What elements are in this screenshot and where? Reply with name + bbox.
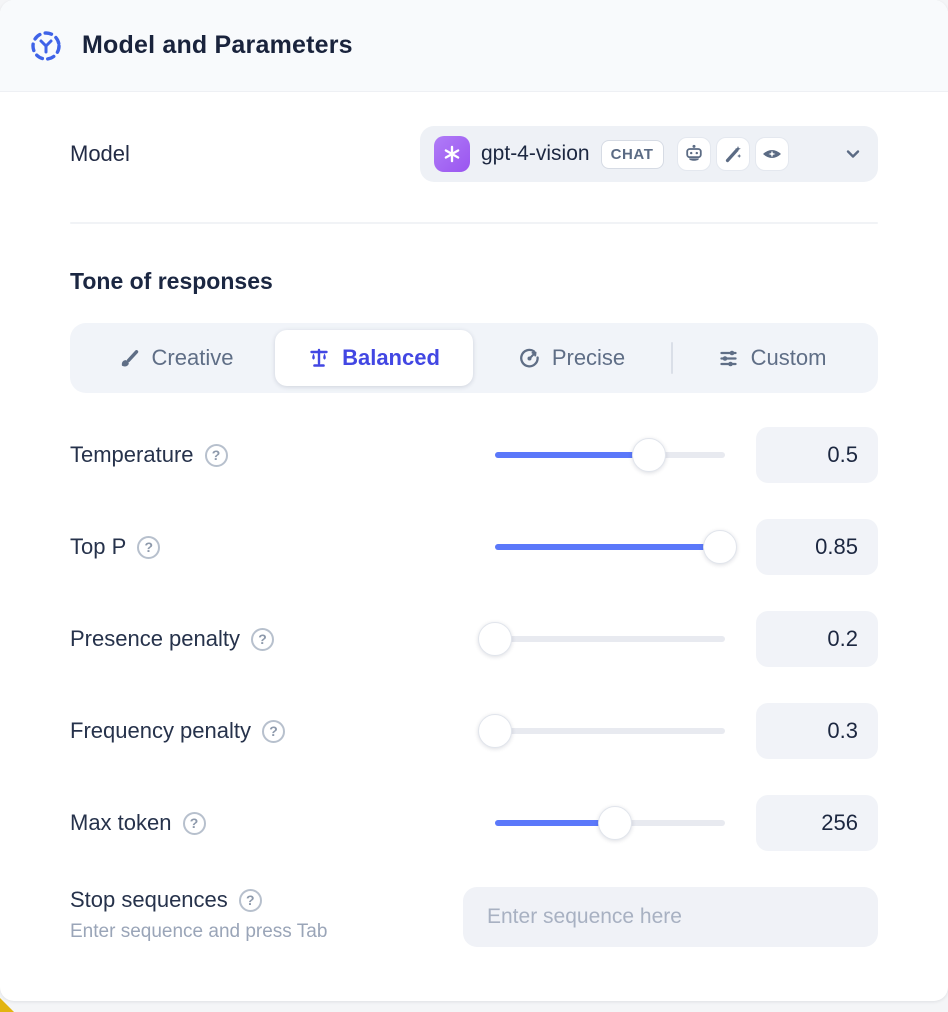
param-label: Presence penalty ?	[70, 626, 495, 652]
stop-sequence-input[interactable]	[463, 887, 878, 947]
tab-label: Custom	[750, 345, 827, 370]
stop-sequences-label: Stop sequences	[70, 887, 228, 912]
stop-sequences-helper: Enter sequence and press Tab	[70, 921, 328, 942]
openai-logo	[434, 136, 470, 172]
help-icon[interactable]: ?	[182, 811, 206, 835]
top-p-value[interactable]: 0.85	[756, 519, 878, 575]
tab-custom[interactable]: Custom	[673, 330, 871, 386]
sliders-icon	[718, 348, 739, 369]
param-row-max-token: Max token ? 256	[70, 795, 878, 851]
help-icon[interactable]: ?	[251, 627, 274, 651]
magic-wand-icon	[715, 137, 750, 171]
section-divider	[70, 222, 878, 224]
frequency-penalty-value[interactable]: 0.3	[756, 703, 878, 759]
model-row: Model gpt-4-vision CH	[70, 126, 878, 182]
tab-precise[interactable]: Precise	[473, 330, 671, 386]
slider-thumb[interactable]	[478, 714, 512, 748]
param-row-presence-penalty: Presence penalty ? 0.2	[70, 611, 878, 667]
balance-scale-icon	[308, 347, 330, 369]
model-label: Model	[70, 141, 130, 166]
max-token-slider[interactable]	[495, 806, 725, 840]
stop-sequences-row: Stop sequences ? Enter sequence and pres…	[70, 887, 878, 947]
help-icon[interactable]: ?	[262, 719, 285, 743]
param-label: Max token ?	[70, 810, 495, 836]
slider-thumb[interactable]	[632, 438, 667, 472]
tone-heading: Tone of responses	[70, 268, 273, 294]
param-label-text: Top P	[70, 534, 127, 559]
model-select-dropdown[interactable]: gpt-4-vision CHAT	[420, 126, 878, 182]
help-icon[interactable]: ?	[238, 888, 262, 912]
temperature-value[interactable]: 0.5	[756, 427, 878, 483]
param-label-text: Presence penalty	[70, 626, 240, 651]
param-label-text: Temperature	[70, 442, 194, 467]
slider-track	[495, 636, 725, 642]
param-label-text: Max token	[70, 810, 172, 835]
param-label: Frequency penalty ?	[70, 718, 495, 744]
temperature-slider[interactable]	[495, 438, 725, 472]
param-label: Top P ?	[70, 534, 495, 560]
slider-fill	[495, 544, 721, 550]
parameters-list: Temperature ? 0.5 Top P ?	[70, 427, 878, 947]
help-icon[interactable]: ?	[204, 443, 228, 467]
slider-fill	[495, 452, 650, 458]
param-label-text: Frequency penalty	[70, 718, 251, 743]
model-hub-icon	[28, 28, 64, 64]
target-icon	[519, 348, 540, 369]
chevron-down-icon	[842, 143, 864, 165]
selected-model-name: gpt-4-vision	[481, 142, 590, 165]
model-type-badge: CHAT	[600, 139, 664, 169]
param-label: Temperature ?	[70, 442, 495, 468]
tab-label: Precise	[551, 345, 626, 370]
model-capabilities	[676, 137, 789, 171]
help-icon[interactable]: ?	[137, 535, 161, 559]
tone-tabbar: Creative Balanced	[70, 323, 878, 393]
stop-sequences-label-block: Stop sequences ? Enter sequence and pres…	[70, 887, 463, 943]
tab-creative[interactable]: Creative	[77, 330, 275, 386]
tab-balanced[interactable]: Balanced	[275, 330, 473, 386]
slider-track	[495, 728, 725, 734]
tab-label: Creative	[151, 345, 234, 370]
panel-header: Model and Parameters	[0, 0, 948, 92]
vision-eye-icon	[754, 137, 789, 171]
param-row-frequency-penalty: Frequency penalty ? 0.3	[70, 703, 878, 759]
tab-divider	[671, 342, 673, 374]
panel-title: Model and Parameters	[82, 31, 353, 59]
tab-label: Balanced	[342, 345, 440, 370]
slider-thumb[interactable]	[597, 806, 632, 840]
slider-thumb[interactable]	[703, 530, 738, 564]
paintbrush-icon	[119, 348, 140, 369]
param-row-top-p: Top P ? 0.85	[70, 519, 878, 575]
top-p-slider[interactable]	[495, 530, 738, 564]
frequency-penalty-slider[interactable]	[478, 714, 725, 748]
chat-bot-icon	[676, 137, 711, 171]
slider-fill	[495, 820, 615, 826]
presence-penalty-value[interactable]: 0.2	[756, 611, 878, 667]
corner-accent	[0, 998, 14, 1012]
max-token-value[interactable]: 256	[756, 795, 878, 851]
slider-thumb[interactable]	[478, 622, 512, 656]
param-row-temperature: Temperature ? 0.5	[70, 427, 878, 483]
presence-penalty-slider[interactable]	[478, 622, 725, 656]
